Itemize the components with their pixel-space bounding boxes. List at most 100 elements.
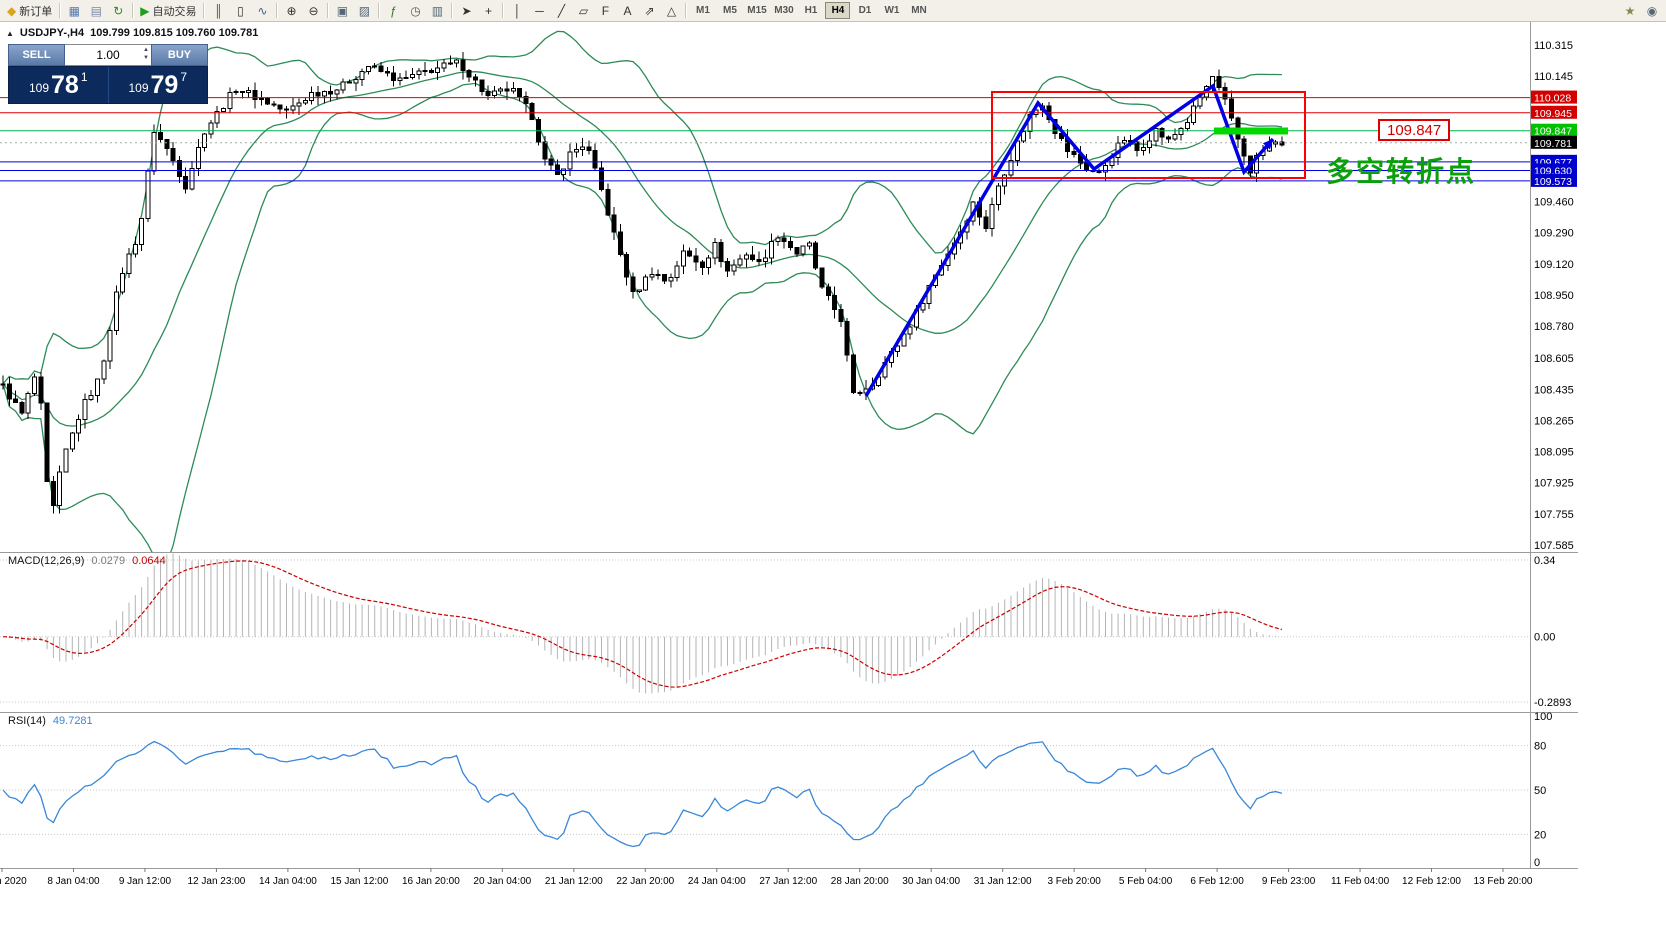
chart-window-icon: ▦	[68, 3, 80, 18]
svg-text:15 Jan 12:00: 15 Jan 12:00	[330, 876, 388, 887]
auto-trading-button[interactable]: ▶ 自动交易	[136, 1, 200, 21]
tile-windows-button[interactable]: ▣	[331, 1, 353, 21]
range-rectangle[interactable]	[991, 91, 1306, 179]
tile-windows-icon: ▣	[336, 3, 349, 18]
refresh-button[interactable]: ↻	[107, 1, 129, 21]
volume-increase-button[interactable]: ▲	[143, 47, 149, 53]
svg-text:0.34: 0.34	[1534, 555, 1555, 567]
zoom-out-icon: ⊖	[308, 3, 319, 18]
sell-price-pip: 1	[80, 70, 88, 84]
svg-text:110.145: 110.145	[1534, 71, 1573, 83]
svg-text:6 Jan 2020: 6 Jan 2020	[0, 876, 27, 887]
svg-text:108.095: 108.095	[1534, 447, 1574, 459]
auto-trading-button-label: 自动交易	[152, 5, 197, 18]
line-chart-icon: ∿	[257, 3, 268, 18]
svg-text:30 Jan 04:00: 30 Jan 04:00	[902, 876, 960, 887]
new-order-button-label: 新订单	[19, 5, 53, 18]
svg-text:107.755: 107.755	[1534, 509, 1574, 521]
profile-button[interactable]: ▤	[85, 1, 107, 21]
sell-button[interactable]: SELL	[8, 44, 65, 66]
svg-text:20: 20	[1534, 829, 1546, 841]
text-icon: A	[623, 3, 632, 18]
candle-chart-type-button[interactable]: ▯	[229, 1, 251, 21]
channel-icon: ▱	[578, 3, 589, 18]
svg-text:109.781: 109.781	[1534, 138, 1572, 150]
horizontal-line-icon: ─	[535, 3, 544, 18]
channel-button[interactable]: ▱	[572, 1, 594, 21]
buy-button[interactable]: BUY	[151, 44, 208, 66]
svg-text:0.00: 0.00	[1534, 632, 1555, 644]
timeframe-d1[interactable]: D1	[858, 5, 872, 16]
crosshair-button[interactable]: +	[477, 1, 499, 21]
arrow-object-icon: ⇗	[644, 3, 655, 18]
svg-text:110.315: 110.315	[1534, 40, 1573, 52]
timeframe-mn[interactable]: MN	[911, 5, 927, 16]
quick-panel-button[interactable]: ◉	[1641, 1, 1663, 21]
indicators-icon: ƒ	[390, 3, 397, 18]
candlestick-chart-icon: ▯	[237, 3, 244, 18]
line-chart-type-button[interactable]: ∿	[251, 1, 273, 21]
trend-zigzag[interactable]	[864, 83, 1275, 397]
svg-text:16 Jan 20:00: 16 Jan 20:00	[402, 876, 460, 887]
svg-text:20 Jan 04:00: 20 Jan 04:00	[473, 876, 531, 887]
rsi-value: 49.7281	[52, 715, 93, 727]
buy-price-big: 79	[150, 71, 179, 99]
collapse-one-click-icon[interactable]: ▲	[6, 28, 14, 38]
arrow-object-button[interactable]: ⇗	[638, 1, 660, 21]
timeframe-m30[interactable]: M30	[774, 5, 794, 16]
horizontal-line-button[interactable]: ─	[528, 1, 550, 21]
vertical-line-icon: │	[513, 3, 522, 18]
turning-point-note[interactable]: 多空转折点	[1326, 156, 1477, 187]
periods-button[interactable]: ◷	[404, 1, 426, 21]
zoom-in-button[interactable]: ⊕	[280, 1, 302, 21]
cursor-button[interactable]: ➤	[455, 1, 477, 21]
chart-window-button[interactable]: ▦	[63, 1, 85, 21]
volume-input[interactable]: 1.00 ▲ ▼	[65, 44, 151, 66]
candles	[0, 51, 1285, 514]
svg-text:8 Jan 04:00: 8 Jan 04:00	[47, 876, 100, 887]
indicators-button[interactable]: ƒ	[382, 1, 404, 21]
timeframe-h1[interactable]: H1	[804, 5, 818, 16]
timeframe-h4[interactable]: H4	[825, 2, 851, 19]
svg-text:11 Feb 04:00: 11 Feb 04:00	[1331, 876, 1390, 887]
shapes-button[interactable]: △	[660, 1, 682, 21]
toolbar-separator	[502, 3, 504, 18]
svg-text:12 Feb 12:00: 12 Feb 12:00	[1402, 876, 1461, 887]
new-order-icon: ◆	[7, 3, 17, 18]
timeframe-m1[interactable]: M1	[696, 5, 710, 16]
favorites-button[interactable]: ★	[1619, 1, 1641, 21]
timeframe-m5[interactable]: M5	[723, 5, 737, 16]
cursor-icon: ➤	[461, 3, 472, 18]
toolbar-separator	[276, 3, 278, 18]
buy-price[interactable]: 109 79 7	[109, 67, 208, 103]
svg-text:107.925: 107.925	[1534, 478, 1574, 490]
svg-text:28 Jan 20:00: 28 Jan 20:00	[831, 876, 889, 887]
svg-text:108.605: 108.605	[1534, 353, 1574, 365]
new-order-button[interactable]: ◆ 新订单	[3, 1, 56, 21]
svg-text:13 Feb 20:00: 13 Feb 20:00	[1474, 876, 1533, 887]
svg-text:108.950: 108.950	[1534, 290, 1574, 302]
timeframe-w1[interactable]: W1	[884, 5, 900, 16]
auto-trading-icon: ▶	[140, 3, 150, 18]
zoom-out-button[interactable]: ⊖	[302, 1, 324, 21]
cascade-windows-button[interactable]: ▨	[353, 1, 375, 21]
trendline-icon: ╱	[557, 3, 566, 18]
macd-main-value: 0.0279	[91, 555, 126, 567]
bar-chart-type-button[interactable]: ║	[207, 1, 229, 21]
trendline-button[interactable]: ╱	[550, 1, 572, 21]
svg-text:109.120: 109.120	[1534, 259, 1574, 271]
fibonacci-button[interactable]: F	[594, 1, 616, 21]
timeframe-m15[interactable]: M15	[747, 5, 767, 16]
sell-price[interactable]: 109 78 1	[9, 67, 108, 103]
volume-decrease-button[interactable]: ▼	[143, 54, 149, 61]
star-icon: ★	[1624, 3, 1636, 18]
svg-text:3 Feb 20:00: 3 Feb 20:00	[1047, 876, 1101, 887]
vertical-line-button[interactable]: │	[506, 1, 528, 21]
clock-icon: ◷	[410, 3, 421, 18]
cascade-windows-icon: ▨	[358, 3, 371, 18]
text-button[interactable]: A	[616, 1, 638, 21]
price-annotation-tag[interactable]: 109.847	[1378, 119, 1451, 141]
templates-button[interactable]: ▥	[426, 1, 448, 21]
svg-text:107.585: 107.585	[1534, 540, 1574, 552]
